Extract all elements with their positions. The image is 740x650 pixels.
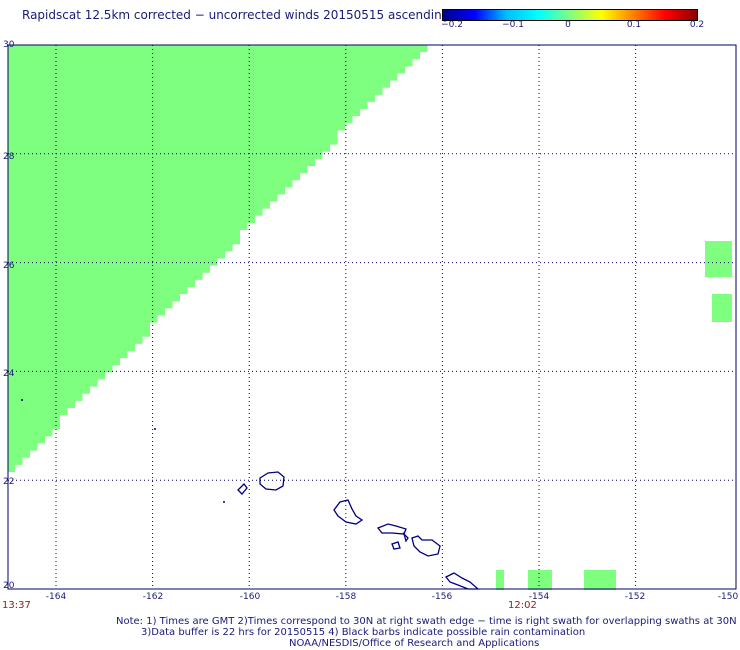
swath-patch	[496, 570, 504, 590]
colorbar-tick-label: 0	[565, 20, 571, 30]
swath-region	[7, 45, 428, 474]
lon-label: -164	[45, 592, 67, 602]
frame-border	[7, 44, 737, 590]
island-outline	[391, 541, 401, 550]
colorbar-tick-label: −0.1	[502, 20, 524, 30]
lon-label: -156	[431, 592, 453, 602]
lat-lon-grid	[8, 45, 736, 589]
lat-label: 22	[3, 477, 15, 487]
time-right: 12:02	[508, 600, 537, 611]
note-line-1: Note: 1) Times are GMT 2)Times correspon…	[116, 616, 737, 627]
swath-patch	[712, 294, 732, 322]
colorbar-tick-label: 0.1	[626, 20, 642, 30]
map-title: Rapidscat 12.5km corrected − uncorrected…	[22, 8, 450, 22]
lon-label: -158	[335, 592, 357, 602]
lon-label: -152	[624, 592, 646, 602]
island-outline	[402, 531, 409, 543]
lat-label: 28	[3, 152, 15, 162]
lat-label: 24	[3, 369, 15, 379]
island-outline	[259, 471, 285, 491]
lon-label: -150	[717, 592, 739, 602]
time-left: 13:37	[2, 600, 31, 611]
swath-patch	[584, 570, 616, 590]
lon-label: -160	[239, 592, 261, 602]
island-outline	[411, 535, 441, 557]
colorbar-tick-label: 0.2	[689, 20, 705, 30]
lon-label: -154	[528, 592, 550, 602]
island-outline	[237, 483, 248, 495]
lat-label: 26	[3, 261, 15, 271]
island-outline	[444, 572, 480, 590]
note-line-3: NOAA/NESDIS/Office of Research and Appli…	[289, 638, 540, 649]
colorbar	[442, 9, 698, 21]
note-line-2: 3)Data buffer is 22 hrs for 20150515 4) …	[141, 627, 586, 638]
islet-dot	[154, 428, 156, 430]
wind-swath	[7, 45, 732, 590]
swath-patch	[705, 241, 732, 277]
lon-label: -162	[142, 592, 164, 602]
lat-label: 30	[3, 40, 15, 50]
lat-label: 20	[3, 581, 15, 591]
swath-patch	[528, 570, 552, 590]
map-frame	[7, 44, 737, 590]
colorbar-tick-label: −0.2	[441, 20, 463, 30]
islet-dot	[223, 501, 225, 503]
island-outline	[376, 523, 407, 535]
island-outline	[333, 499, 364, 525]
islet-dot	[21, 399, 23, 401]
